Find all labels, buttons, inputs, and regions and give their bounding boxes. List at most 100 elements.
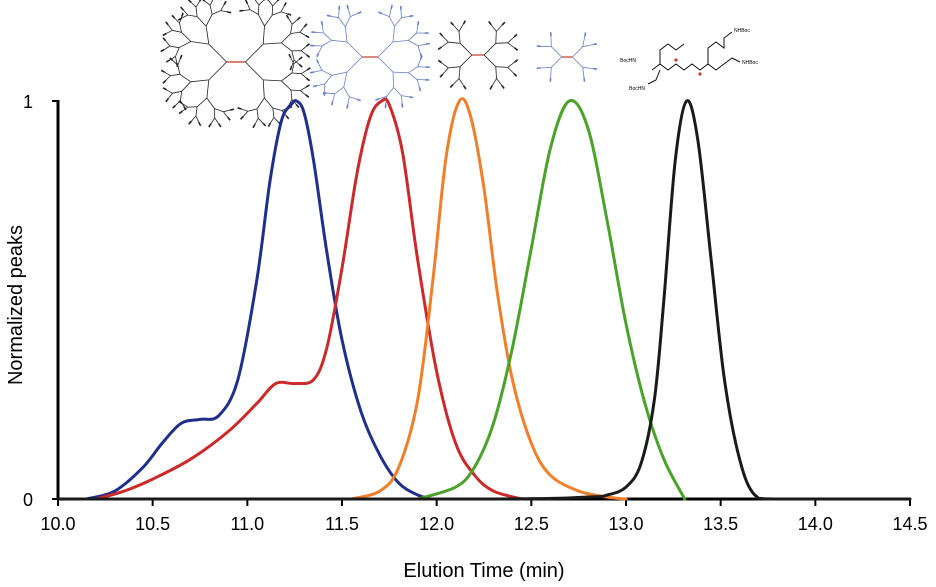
- end-group: [489, 85, 493, 90]
- end-group: [183, 106, 187, 111]
- bond: [323, 32, 332, 41]
- bond: [507, 67, 515, 74]
- end-group: [285, 115, 290, 120]
- end-group: [285, 14, 290, 19]
- bond: [272, 0, 278, 7]
- bond: [263, 42, 282, 45]
- bond: [241, 108, 248, 112]
- end-group: [463, 85, 467, 90]
- bond: [165, 40, 171, 47]
- x-tick-label: 10.5: [135, 514, 170, 534]
- bond: [177, 58, 181, 66]
- bond: [254, 118, 259, 125]
- end-group: [303, 23, 308, 28]
- bond: [408, 72, 418, 80]
- end-group: [418, 86, 422, 92]
- end-group: [296, 16, 301, 21]
- bond: [343, 72, 348, 88]
- end-group: [298, 63, 303, 68]
- bond: [195, 115, 200, 123]
- bond: [441, 62, 449, 69]
- end-group: [330, 101, 334, 106]
- bond: [491, 78, 497, 87]
- bond: [209, 5, 213, 15]
- bond: [392, 72, 395, 88]
- end-group: [289, 66, 293, 71]
- bond: [223, 111, 228, 118]
- bond: [190, 2, 197, 8]
- end-group: [288, 53, 292, 59]
- end-group: [316, 52, 320, 58]
- bond: [321, 39, 332, 47]
- end-group: [172, 104, 177, 109]
- bond: [205, 14, 213, 27]
- bond: [175, 100, 181, 106]
- end-group: [513, 33, 518, 38]
- bond: [206, 97, 215, 109]
- bond: [483, 54, 497, 67]
- bond: [256, 108, 259, 119]
- end-group: [267, 0, 270, 1]
- bond: [314, 70, 322, 73]
- bond: [290, 57, 295, 64]
- series-line-1: [84, 99, 433, 501]
- bond: [214, 117, 219, 124]
- bond: [223, 109, 231, 113]
- bond: [416, 25, 419, 34]
- end-group: [160, 48, 165, 53]
- bond: [442, 67, 449, 75]
- x-tick-label: 13.0: [608, 514, 643, 534]
- end-group: [375, 98, 380, 101]
- y-tick-label: 0: [23, 490, 33, 510]
- bond: [345, 26, 348, 42]
- end-group: [229, 108, 235, 111]
- y-axis-title: Normalized peaks: [5, 225, 27, 385]
- end-group: [180, 6, 184, 11]
- end-group: [425, 42, 430, 45]
- bond: [300, 45, 307, 52]
- end-group: [583, 77, 586, 82]
- end-group: [592, 43, 598, 46]
- bond: [179, 41, 191, 49]
- bond: [290, 24, 293, 34]
- dendrimer-g3: [310, 4, 430, 109]
- bond: [507, 42, 515, 49]
- bond: [346, 56, 363, 73]
- end-group: [178, 110, 183, 115]
- bond: [263, 97, 274, 109]
- bond: [330, 15, 339, 19]
- bond: [321, 24, 324, 33]
- bond: [389, 8, 392, 17]
- bond: [300, 90, 306, 96]
- bond: [334, 86, 344, 95]
- bond: [272, 107, 283, 111]
- bond: [582, 44, 594, 48]
- x-tick-label: 11.0: [230, 514, 264, 534]
- bond: [258, 0, 265, 6]
- bond: [389, 16, 395, 27]
- bond: [281, 33, 291, 44]
- bond: [175, 56, 178, 64]
- end-group: [162, 32, 167, 37]
- bond: [448, 66, 461, 69]
- end-group: [276, 0, 280, 2]
- bond: [181, 14, 188, 19]
- bond: [257, 14, 265, 27]
- bond: [195, 7, 198, 17]
- bond: [281, 80, 292, 91]
- end-group: [198, 0, 202, 2]
- end-group: [346, 4, 349, 10]
- bond: [458, 78, 465, 86]
- bond: [381, 13, 390, 18]
- bond: [257, 4, 260, 15]
- end-group: [240, 115, 244, 120]
- monomer-label: BocHN: [620, 58, 636, 64]
- end-group: [244, 0, 249, 4]
- bond: [204, 0, 211, 6]
- bond: [483, 43, 497, 56]
- bond: [165, 75, 171, 81]
- bond: [179, 73, 191, 83]
- bond: [408, 40, 419, 47]
- end-group: [162, 87, 167, 91]
- bond: [280, 11, 288, 15]
